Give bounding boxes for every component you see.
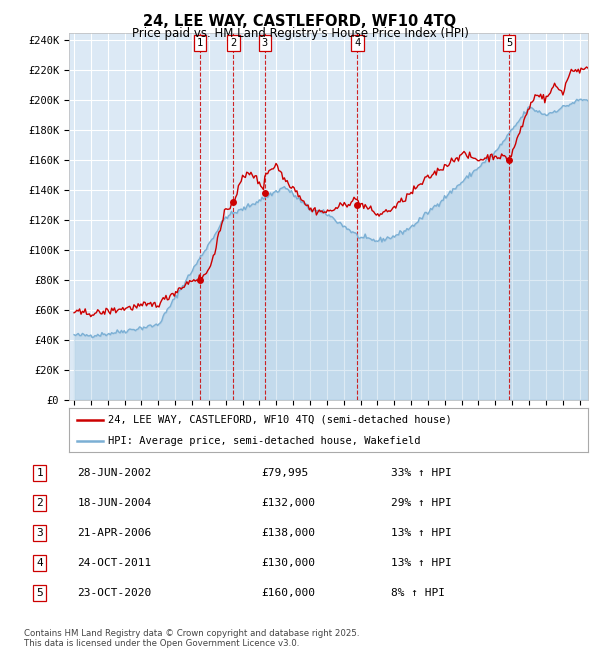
Text: 3: 3 <box>262 38 268 48</box>
Text: 24, LEE WAY, CASTLEFORD, WF10 4TQ: 24, LEE WAY, CASTLEFORD, WF10 4TQ <box>143 14 457 29</box>
Text: Price paid vs. HM Land Registry's House Price Index (HPI): Price paid vs. HM Land Registry's House … <box>131 27 469 40</box>
Text: 28-JUN-2002: 28-JUN-2002 <box>77 468 152 478</box>
Text: 24-OCT-2011: 24-OCT-2011 <box>77 558 152 568</box>
Text: 13% ↑ HPI: 13% ↑ HPI <box>391 558 451 568</box>
Text: 21-APR-2006: 21-APR-2006 <box>77 528 152 538</box>
Text: 2: 2 <box>37 498 43 508</box>
Text: 29% ↑ HPI: 29% ↑ HPI <box>391 498 451 508</box>
Text: 1: 1 <box>197 38 203 48</box>
Text: 33% ↑ HPI: 33% ↑ HPI <box>391 468 451 478</box>
Text: £138,000: £138,000 <box>261 528 315 538</box>
Text: 3: 3 <box>37 528 43 538</box>
Text: 4: 4 <box>355 38 361 48</box>
Text: 8% ↑ HPI: 8% ↑ HPI <box>391 588 445 598</box>
Text: £130,000: £130,000 <box>261 558 315 568</box>
Text: £132,000: £132,000 <box>261 498 315 508</box>
Text: 24, LEE WAY, CASTLEFORD, WF10 4TQ (semi-detached house): 24, LEE WAY, CASTLEFORD, WF10 4TQ (semi-… <box>108 415 452 425</box>
Text: 1: 1 <box>37 468 43 478</box>
Text: 2: 2 <box>230 38 236 48</box>
Text: 5: 5 <box>37 588 43 598</box>
Text: £79,995: £79,995 <box>261 468 308 478</box>
Text: £160,000: £160,000 <box>261 588 315 598</box>
Text: 13% ↑ HPI: 13% ↑ HPI <box>391 528 451 538</box>
Text: 18-JUN-2004: 18-JUN-2004 <box>77 498 152 508</box>
Text: 23-OCT-2020: 23-OCT-2020 <box>77 588 152 598</box>
Text: Contains HM Land Registry data © Crown copyright and database right 2025.
This d: Contains HM Land Registry data © Crown c… <box>24 629 359 648</box>
Text: 4: 4 <box>37 558 43 568</box>
Text: 5: 5 <box>506 38 512 48</box>
Text: HPI: Average price, semi-detached house, Wakefield: HPI: Average price, semi-detached house,… <box>108 436 421 446</box>
